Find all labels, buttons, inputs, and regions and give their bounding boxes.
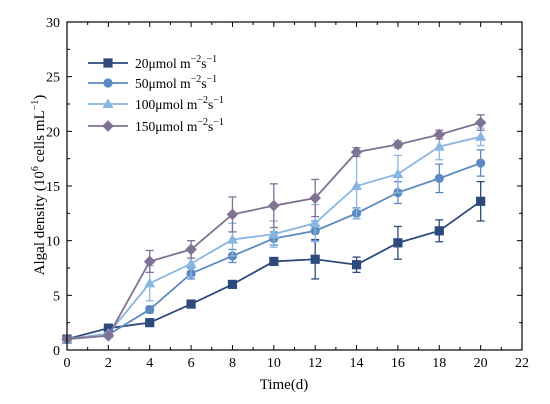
legend-entry-1: 20μmol m−2s−1 bbox=[88, 54, 217, 71]
legend-label-part: 50μmol m bbox=[135, 76, 191, 91]
x-tick-label: 14 bbox=[350, 356, 364, 371]
data-point-square bbox=[310, 254, 320, 264]
data-point-square bbox=[476, 196, 486, 206]
legend-label-part: −1 bbox=[213, 95, 224, 106]
y-tick-label: 10 bbox=[46, 235, 60, 250]
legend-label-part: −1 bbox=[207, 74, 218, 85]
x-tick-label: 0 bbox=[64, 356, 71, 371]
legend-label: 150μmol m−2s−1 bbox=[135, 117, 224, 134]
legend-label: 20μmol m−2s−1 bbox=[135, 54, 217, 71]
data-point-triangle bbox=[144, 277, 156, 288]
data-point-diamond bbox=[350, 146, 363, 158]
y-axis-title-sup2: −1 bbox=[30, 100, 41, 111]
legend-label-part: s bbox=[208, 97, 213, 112]
data-point-diamond bbox=[185, 243, 197, 256]
data-point-triangle bbox=[351, 180, 363, 191]
data-point-circle bbox=[476, 158, 486, 168]
y-axis-title-main: Algal density (10 bbox=[32, 171, 48, 275]
x-tick-label: 2 bbox=[105, 356, 112, 371]
data-point-square bbox=[434, 226, 444, 236]
data-point-diamond bbox=[268, 199, 280, 212]
data-point-diamond bbox=[226, 208, 239, 221]
y-axis-title: Algal density (106 cells mL−1) bbox=[30, 95, 48, 276]
data-point-diamond bbox=[474, 116, 487, 129]
data-point-circle bbox=[103, 78, 113, 88]
data-point-triangle bbox=[475, 131, 487, 141]
legend-label-part: −2 bbox=[191, 74, 202, 85]
legend-label-part: 100μmol m bbox=[135, 97, 198, 112]
data-point-diamond bbox=[309, 192, 321, 204]
y-tick-label: 5 bbox=[53, 289, 60, 304]
x-tick-label: 16 bbox=[391, 356, 405, 371]
x-tick-label: 20 bbox=[474, 356, 488, 371]
data-point-square bbox=[103, 58, 113, 68]
data-point-triangle bbox=[268, 228, 280, 239]
data-point-square bbox=[186, 299, 196, 309]
legend-label: 50μmol m−2s−1 bbox=[135, 74, 217, 91]
data-point-square bbox=[351, 260, 362, 270]
y-axis-title-sup: 6 bbox=[30, 166, 41, 171]
legend-label: 100μmol m−2s−1 bbox=[135, 95, 224, 112]
data-point-square bbox=[227, 279, 238, 290]
y-tick-label: 30 bbox=[46, 16, 60, 31]
legend-label-part: 20μmol m bbox=[135, 56, 191, 71]
x-tick-label: 22 bbox=[515, 356, 529, 371]
x-tick-label: 8 bbox=[229, 356, 236, 371]
data-point-diamond bbox=[392, 138, 404, 151]
plot-marks bbox=[61, 114, 487, 345]
data-point-triangle bbox=[433, 141, 445, 151]
legend-label-part: 150μmol m bbox=[135, 119, 198, 134]
data-point-circle bbox=[434, 173, 444, 183]
y-axis-title-end: ) bbox=[32, 95, 48, 100]
data-point-triangle bbox=[102, 98, 114, 109]
y-axis-title-mid: cells mL bbox=[32, 110, 48, 166]
x-tick-label: 18 bbox=[432, 356, 446, 371]
legend-label-part: −2 bbox=[197, 117, 208, 128]
legend-label-part: s bbox=[201, 56, 206, 71]
data-point-diamond bbox=[433, 128, 446, 141]
x-tick-label: 6 bbox=[188, 356, 195, 371]
legend-label-part: −2 bbox=[191, 54, 202, 65]
legend-label-part: −2 bbox=[197, 95, 208, 106]
data-point-triangle bbox=[226, 233, 238, 244]
legend-label-part: −1 bbox=[213, 117, 224, 128]
y-tick-label: 0 bbox=[53, 344, 60, 359]
y-tick-label: 25 bbox=[46, 71, 60, 86]
legend-entry-3: 100μmol m−2s−1 bbox=[88, 95, 224, 112]
data-point-triangle bbox=[392, 168, 404, 178]
data-point-square bbox=[269, 256, 279, 267]
series-1 bbox=[62, 180, 486, 344]
data-point-circle bbox=[145, 304, 155, 315]
x-tick-label: 4 bbox=[146, 356, 153, 371]
data-point-diamond bbox=[102, 120, 114, 132]
data-point-square bbox=[145, 318, 155, 328]
y-tick-label: 15 bbox=[46, 180, 60, 195]
data-point-triangle bbox=[309, 217, 321, 228]
legend-label-part: s bbox=[208, 119, 213, 134]
data-point-diamond bbox=[102, 329, 115, 342]
legend-label-part: s bbox=[201, 76, 206, 91]
legend-entry-4: 150μmol m−2s−1 bbox=[88, 117, 224, 134]
legend-entry-2: 50μmol m−2s−1 bbox=[88, 74, 217, 91]
legend-label-part: −1 bbox=[207, 54, 218, 65]
x-tick-label: 12 bbox=[308, 356, 322, 371]
x-axis-title: Time(d) bbox=[260, 377, 309, 393]
y-tick-label: 20 bbox=[46, 125, 60, 140]
axes: 0 2 4 6 8 10 12 14 16 18 20 22 0 5 10 15 20 25 30 bbox=[46, 16, 529, 371]
data-point-diamond bbox=[143, 255, 156, 268]
data-point-square bbox=[393, 238, 403, 248]
x-tick-label: 10 bbox=[267, 356, 281, 371]
data-point-triangle bbox=[185, 257, 197, 268]
